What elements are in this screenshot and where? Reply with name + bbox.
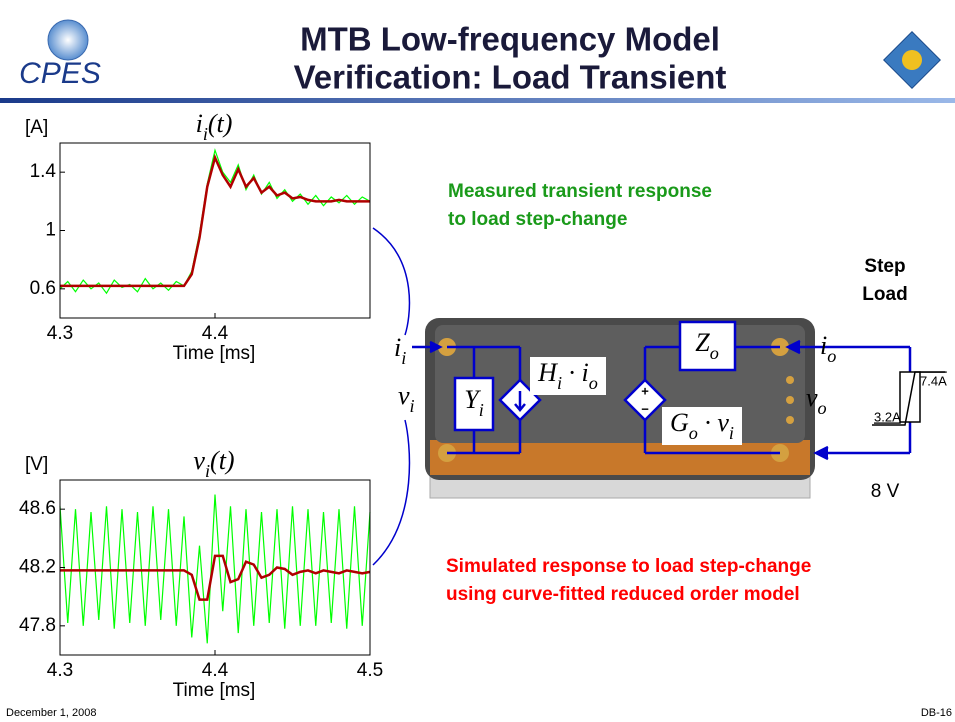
output-current: io: [820, 331, 836, 366]
math-part: o: [818, 398, 827, 418]
unit-label: [A]: [25, 117, 48, 138]
y-tick-label: 1.4: [30, 161, 57, 182]
series-line: [60, 153, 370, 288]
math-part: v: [398, 381, 410, 410]
x-tick-label: 4.3: [47, 323, 73, 344]
series-line: [60, 554, 371, 601]
math-part: i: [479, 400, 484, 420]
y-tick-label: 48.6: [19, 498, 56, 519]
math-part: (t): [208, 109, 233, 138]
x-tick-label: 4.5: [357, 660, 383, 681]
x-tick-label: 4.4: [202, 660, 229, 681]
plot-area: [60, 143, 370, 318]
math-part: i: [394, 333, 401, 362]
voltage-label: 8 V: [871, 481, 900, 502]
series-line: [59, 494, 371, 644]
math-part: o: [689, 423, 698, 443]
math-part: · i: [562, 358, 589, 387]
math-part: (t): [210, 446, 235, 475]
math-part: Z: [695, 328, 710, 357]
math-part: o: [589, 373, 598, 393]
footer-date: December 1, 2008: [6, 707, 97, 719]
step-load-label: Step: [864, 256, 905, 277]
current-label: 7.4A: [920, 373, 947, 388]
y-tick-label: 0.6: [30, 278, 56, 299]
math-part: i: [196, 109, 203, 138]
x-tick-label: 4.4: [202, 323, 229, 344]
plus-sign: +: [641, 383, 649, 398]
math-part: · v: [698, 408, 730, 437]
math-part: i: [205, 461, 210, 481]
y-tick-label: 48.2: [19, 557, 56, 578]
logo-text: CPES: [19, 57, 101, 90]
label-box: [530, 357, 606, 395]
x-axis-label: Time [ms]: [173, 343, 256, 364]
output-voltage: vo: [806, 383, 827, 418]
x-tick-label: 4.3: [47, 660, 73, 681]
annotation: Measured transient response: [448, 181, 712, 202]
impedance-label: Zo: [695, 328, 719, 363]
annotation: using curve-fitted reduced order model: [446, 584, 800, 605]
annotation: Simulated response to load step-change: [446, 556, 811, 577]
logo-right: [883, 31, 941, 89]
plot-area: [60, 480, 370, 655]
current-source-label: Hi · io: [537, 358, 598, 393]
math-part: i: [729, 423, 734, 443]
minus-sign: −: [641, 401, 649, 416]
admittance-label: Yi: [464, 385, 484, 420]
step-load-label: Load: [862, 284, 907, 305]
y-tick-label: 47.8: [19, 615, 56, 636]
input-current: ii: [394, 333, 406, 368]
math-part: i: [203, 124, 208, 144]
input-voltage: vi: [398, 381, 415, 416]
math-part: H: [537, 358, 558, 387]
math-part: i: [820, 331, 827, 360]
logo-globe: [47, 19, 89, 61]
unit-label: [V]: [25, 454, 48, 475]
title-line: Verification: Load Transient: [294, 59, 727, 96]
current-label: 3.2A: [874, 409, 901, 424]
math-part: i: [557, 373, 562, 393]
math-part: i: [401, 348, 406, 368]
label-box: [662, 407, 742, 445]
series-line: [59, 148, 371, 295]
annotation: to load step-change: [448, 209, 627, 230]
math-part: i: [410, 396, 415, 416]
chart-title: vi(t): [193, 446, 234, 481]
header-rule: [0, 98, 955, 103]
math-part: o: [827, 346, 836, 366]
math-part: G: [670, 408, 689, 437]
voltage-source-label: Go · vi: [670, 408, 734, 443]
math-part: Y: [464, 385, 481, 414]
math-part: v: [193, 446, 205, 475]
x-axis-label: Time [ms]: [173, 680, 256, 701]
math-part: o: [710, 343, 719, 363]
math-part: v: [806, 383, 818, 412]
y-tick-label: 1: [45, 220, 56, 241]
chart-title: ii(t): [196, 109, 233, 144]
circuit: [372, 227, 945, 566]
title-line: MTB Low-frequency Model: [300, 21, 720, 58]
footer-page: DB-16: [921, 707, 952, 719]
